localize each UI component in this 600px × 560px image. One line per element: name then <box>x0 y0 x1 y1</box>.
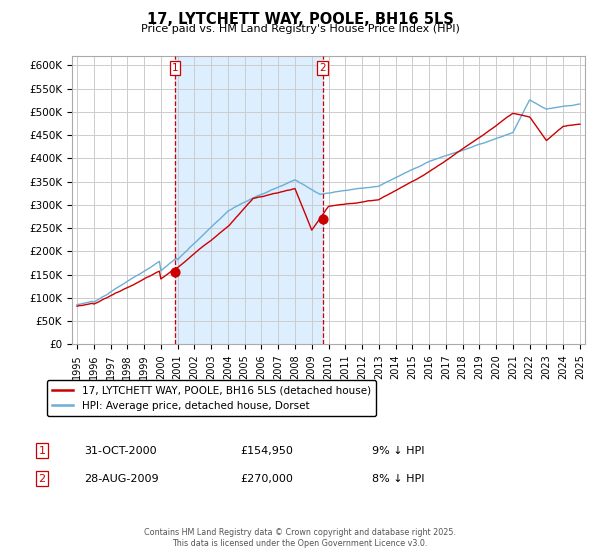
Text: 2: 2 <box>38 474 46 484</box>
Text: 1: 1 <box>172 63 178 73</box>
Text: Price paid vs. HM Land Registry's House Price Index (HPI): Price paid vs. HM Land Registry's House … <box>140 24 460 34</box>
Text: 1: 1 <box>38 446 46 456</box>
Text: 31-OCT-2000: 31-OCT-2000 <box>84 446 157 456</box>
Text: 17, LYTCHETT WAY, POOLE, BH16 5LS: 17, LYTCHETT WAY, POOLE, BH16 5LS <box>146 12 454 27</box>
Text: £154,950: £154,950 <box>240 446 293 456</box>
Text: 8% ↓ HPI: 8% ↓ HPI <box>372 474 425 484</box>
Text: 2: 2 <box>319 63 326 73</box>
Point <box>170 268 179 277</box>
Point <box>318 214 328 223</box>
Text: 28-AUG-2009: 28-AUG-2009 <box>84 474 158 484</box>
Text: £270,000: £270,000 <box>240 474 293 484</box>
Legend: 17, LYTCHETT WAY, POOLE, BH16 5LS (detached house), HPI: Average price, detached: 17, LYTCHETT WAY, POOLE, BH16 5LS (detac… <box>47 380 376 416</box>
Bar <box>175 56 323 344</box>
Text: Contains HM Land Registry data © Crown copyright and database right 2025.
This d: Contains HM Land Registry data © Crown c… <box>144 528 456 548</box>
Text: 9% ↓ HPI: 9% ↓ HPI <box>372 446 425 456</box>
